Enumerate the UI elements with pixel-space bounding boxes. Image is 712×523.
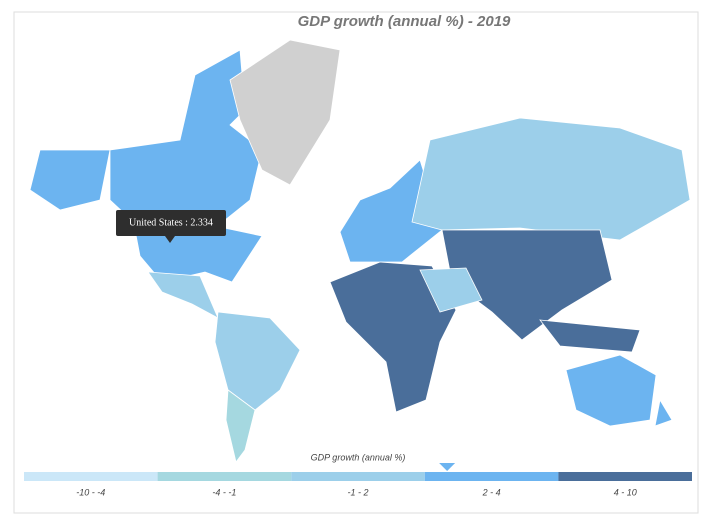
region <box>29 149 111 211</box>
legend-swatch <box>291 472 425 481</box>
region <box>411 117 691 241</box>
legend-pointer <box>439 463 456 471</box>
region <box>654 398 673 427</box>
legend-label: -10 - -4 <box>76 487 105 497</box>
legend: -10 - -4 -4 - -1 -1 - 2 2 - 4 4 - 10 <box>24 463 692 497</box>
region <box>229 39 341 186</box>
tooltip-arrow <box>165 236 175 243</box>
legend-swatch <box>558 472 692 481</box>
tooltip-box <box>116 210 226 236</box>
legend-label: 4 - 10 <box>614 487 637 497</box>
tooltip-text: United States : 2.334 <box>129 217 213 228</box>
region <box>539 319 641 353</box>
region <box>214 311 301 411</box>
legend-swatch <box>157 472 292 481</box>
region <box>329 261 457 413</box>
region <box>147 271 219 319</box>
legend-label: 2 - 4 <box>482 487 501 497</box>
legend-title: GDP growth (annual %) <box>311 452 406 462</box>
map-title: GDP growth (annual %) - 2019 <box>298 13 511 30</box>
region <box>419 267 483 313</box>
region <box>225 389 256 463</box>
legend-label: -1 - 2 <box>347 487 368 497</box>
world-map <box>29 39 691 463</box>
tooltip: United States : 2.334 <box>116 210 226 243</box>
legend-label: -4 - -1 <box>212 487 236 497</box>
legend-swatch <box>24 472 158 481</box>
region <box>565 354 657 427</box>
legend-swatch <box>424 472 559 481</box>
